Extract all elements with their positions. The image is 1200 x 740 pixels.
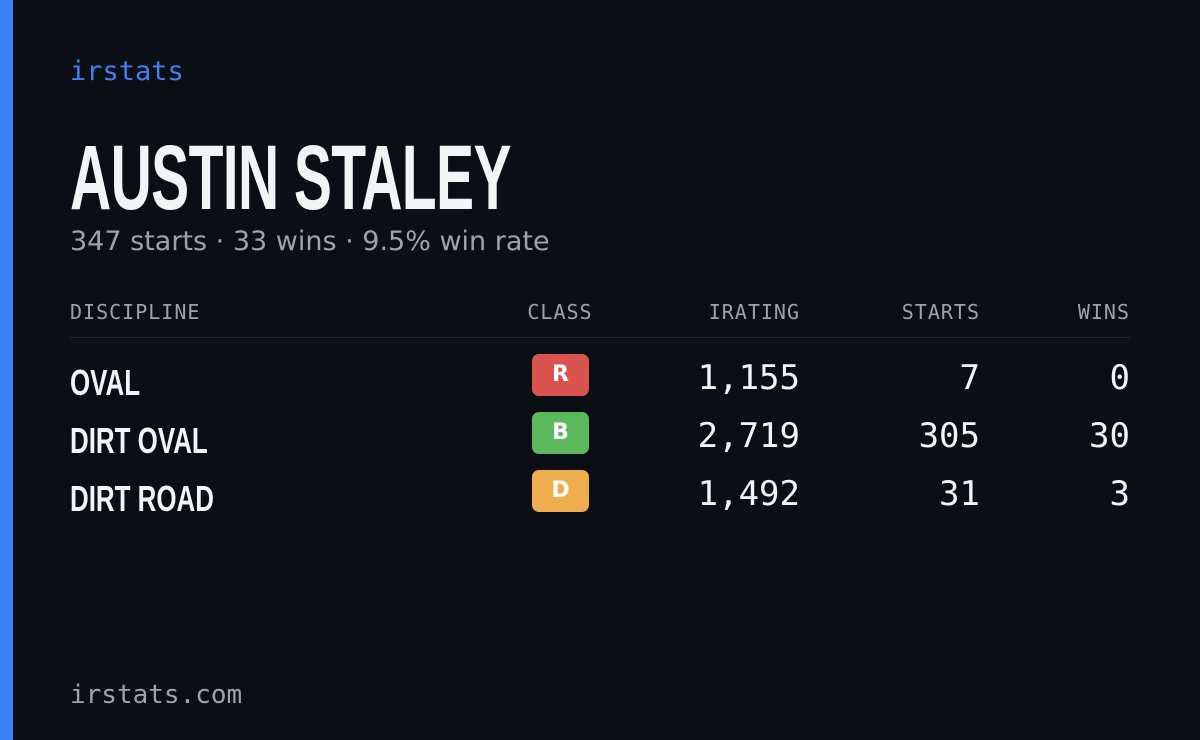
column-header: DISCIPLINE	[70, 300, 201, 324]
header-rule	[70, 337, 1130, 338]
column-header: IRATING	[708, 300, 800, 324]
starts-value: 31	[939, 474, 980, 514]
footer-url: irstats.com	[70, 680, 243, 710]
brand: irstats	[70, 56, 184, 87]
accent-bar	[0, 0, 13, 740]
irating-value: 1,492	[697, 474, 800, 514]
starts-value: 305	[918, 416, 980, 456]
wins-value: 30	[1089, 416, 1130, 456]
class-badge: D	[532, 470, 589, 512]
irating-value: 1,155	[697, 358, 800, 398]
driver-name: AUSTIN STALEY	[70, 127, 512, 229]
column-header: CLASS	[527, 300, 593, 324]
column-header: WINS	[1077, 300, 1130, 324]
discipline: DIRT ROAD	[70, 478, 214, 519]
summary: 347 starts · 33 wins · 9.5% win rate	[70, 226, 550, 257]
wins-value: 0	[1109, 358, 1130, 398]
wins-value: 3	[1109, 474, 1130, 514]
irating-value: 2,719	[697, 416, 800, 456]
discipline: OVAL	[70, 362, 141, 403]
starts-value: 7	[959, 358, 980, 398]
class-badge: R	[532, 354, 589, 396]
class-badge: B	[532, 412, 589, 454]
column-header: STARTS	[901, 300, 980, 324]
discipline: DIRT OVAL	[70, 420, 208, 461]
